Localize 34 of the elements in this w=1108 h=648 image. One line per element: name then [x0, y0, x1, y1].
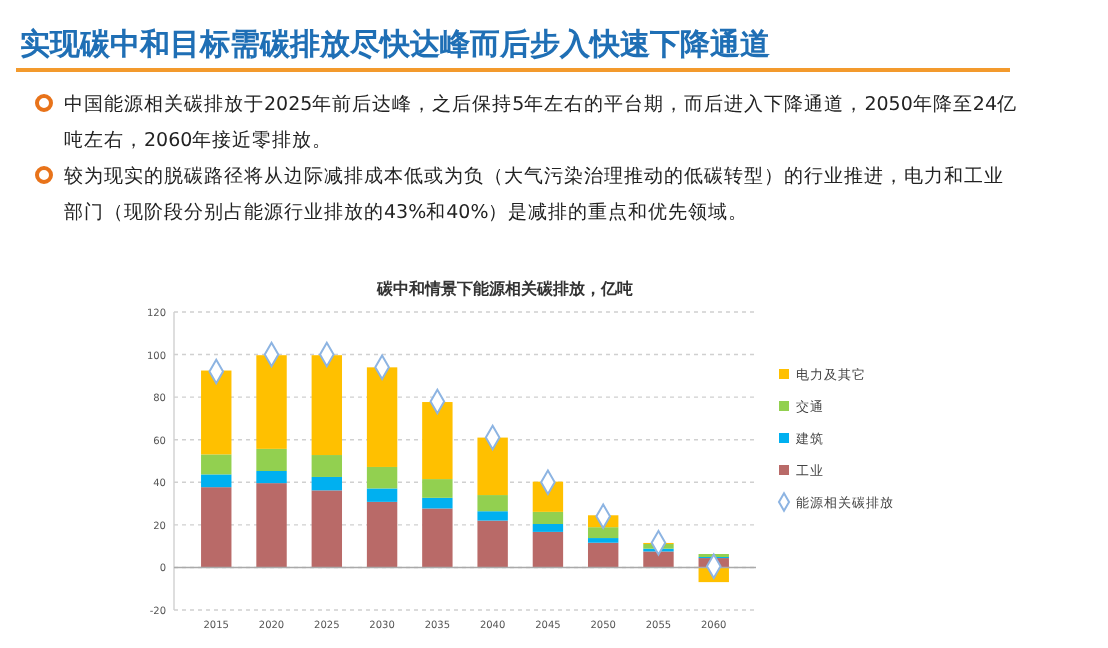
text: 中国能源相关碳排放于2025年前后达峰，之后保持5年左右的平台期，而后进入下降通道，2050年降至24亿吨左右，2060年接近零排放。 — [64, 92, 1017, 152]
bar — [256, 471, 287, 484]
bar — [311, 490, 343, 568]
bar — [422, 402, 453, 480]
bar — [311, 455, 343, 477]
bar — [311, 355, 343, 456]
bar — [477, 511, 508, 521]
bar — [256, 355, 287, 449]
bar — [366, 367, 398, 467]
bar — [643, 551, 674, 568]
bar — [366, 488, 398, 502]
bar — [587, 542, 619, 568]
bar — [366, 501, 398, 568]
text: 较为现实的脱碳路径将从边际减排成本低或为负（大气污染治理推动的低碳转型）的行业推进，电力和工业部门（现阶段分别占能源行业排放的43%和40%）是减排的重点和优先领域。 — [64, 164, 1004, 224]
bar — [587, 527, 619, 539]
bar — [477, 495, 508, 512]
bar — [477, 520, 508, 568]
chart-subtitle: 碳中和情景下能源相关碳排放，亿吨 — [375, 280, 633, 298]
bar — [256, 448, 287, 472]
bar — [532, 511, 564, 524]
bar — [201, 474, 232, 488]
bar — [201, 487, 232, 568]
bar — [311, 476, 343, 491]
bar — [422, 479, 453, 498]
bar — [422, 508, 453, 568]
bar — [477, 437, 508, 496]
bar — [201, 454, 232, 475]
chart-title: 实现碳中和目标需碳排放尽快达峰而后步入快速下降通道 — [20, 26, 772, 62]
bar — [366, 466, 398, 489]
bar — [256, 483, 287, 568]
bar — [532, 524, 564, 532]
bar — [422, 497, 453, 509]
bar — [532, 531, 564, 568]
bar — [201, 370, 232, 455]
